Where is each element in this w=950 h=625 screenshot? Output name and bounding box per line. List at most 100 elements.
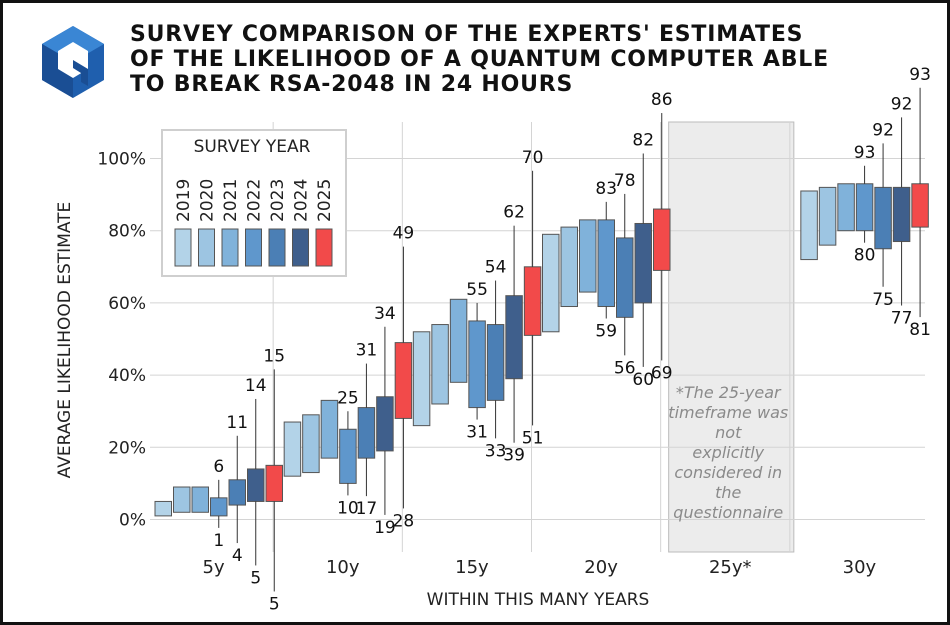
data-label-bottom: 77 xyxy=(891,309,913,329)
data-label-bottom: 39 xyxy=(503,446,525,466)
legend-entry-label: 2022 xyxy=(245,179,265,222)
data-label-top: 83 xyxy=(595,179,617,199)
no-data-region xyxy=(668,121,795,553)
bar-2019-20y xyxy=(542,233,560,333)
bar-2022-15y xyxy=(468,320,486,409)
data-label-top: 31 xyxy=(356,341,378,361)
legend-entry-label: 2021 xyxy=(221,179,241,222)
annotation-line: explicitly xyxy=(692,443,764,462)
bar-2020-10y xyxy=(302,414,320,474)
chart-title: SURVEY COMPARISON OF THE EXPERTS' ESTIMA… xyxy=(130,22,890,97)
data-label-bottom: 28 xyxy=(393,511,415,531)
legend-entry-label: 2019 xyxy=(174,179,194,222)
data-label-top: 14 xyxy=(245,376,267,396)
data-label-top: 49 xyxy=(393,224,415,244)
y-tick-label: 60% xyxy=(108,294,146,314)
data-label-top: 93 xyxy=(854,143,876,163)
bar-2021-20y xyxy=(579,219,597,293)
x-tick-label: 5y xyxy=(203,557,225,578)
bar-2024-5y xyxy=(247,468,265,502)
annotation-line: timeframe was xyxy=(668,403,788,422)
data-label-top: 92 xyxy=(891,94,913,114)
x-tick-label: 25y* xyxy=(709,557,752,578)
y-tick-label: 80% xyxy=(108,222,146,242)
bar-2019-30y xyxy=(800,190,818,261)
bar-2024-20y xyxy=(634,222,652,304)
bar-2019-5y xyxy=(154,500,172,517)
y-axis-label: AVERAGE LIKELIHOOD ESTIMATE xyxy=(55,202,75,479)
y-tick-label: 40% xyxy=(108,366,146,386)
data-label-top: 82 xyxy=(632,130,654,150)
quantum-cube-logo-icon xyxy=(42,26,104,98)
data-label-bottom: 59 xyxy=(595,322,617,342)
annotation-line: not xyxy=(715,423,742,442)
title-line-2: OF THE LIKELIHOOD OF A QUANTUM COMPUTER … xyxy=(130,47,829,72)
title-line-1: SURVEY COMPARISON OF THE EXPERTS' ESTIMA… xyxy=(130,22,804,47)
bar-2020-15y xyxy=(431,324,449,405)
legend-title: SURVEY YEAR xyxy=(194,137,311,157)
data-label-top: 55 xyxy=(466,280,488,300)
data-label-bottom: 1 xyxy=(213,531,224,551)
bar-2022-10y xyxy=(339,428,357,484)
data-label-top: 15 xyxy=(263,346,285,366)
y-tick-label: 0% xyxy=(119,511,146,531)
bar-2021-10y xyxy=(320,399,339,459)
bar-2025-15y xyxy=(523,266,542,336)
data-label-top: 34 xyxy=(374,304,396,324)
data-label-top: 54 xyxy=(485,258,507,278)
legend-swatch xyxy=(198,228,215,267)
legend-entry-label: 2023 xyxy=(268,179,288,222)
bar-2025-20y xyxy=(653,208,671,271)
bar-2024-15y xyxy=(505,295,523,380)
bar-2025-10y xyxy=(394,342,413,419)
data-label-bottom: 81 xyxy=(909,320,931,340)
legend-swatch xyxy=(174,228,192,267)
data-label-top: 6 xyxy=(213,457,224,477)
data-label-bottom: 51 xyxy=(522,428,544,448)
data-label-bottom: 31 xyxy=(466,423,488,443)
bar-2025-30y xyxy=(911,183,929,228)
bar-2023-5y xyxy=(228,479,246,506)
bar-2020-5y xyxy=(173,486,191,513)
x-tick-label: 15y xyxy=(455,557,489,578)
bar-2020-30y xyxy=(818,186,837,246)
data-label-bottom: 80 xyxy=(854,246,876,266)
legend-entry-label: 2025 xyxy=(315,179,335,222)
bar-2023-15y xyxy=(486,324,505,401)
annotation-line: *The 25-year xyxy=(676,383,782,402)
bar-2025-5y xyxy=(265,464,283,502)
data-label-bottom: 56 xyxy=(614,358,636,378)
annotation-line: considered in xyxy=(674,463,782,482)
title-line-3: TO BREAK RSA-2048 IN 24 HOURS xyxy=(130,72,574,97)
bar-2019-15y xyxy=(412,331,431,427)
bar-2022-5y xyxy=(210,497,228,517)
legend-swatch xyxy=(292,228,309,267)
y-tick-label: 100% xyxy=(97,150,146,170)
data-label-bottom: 5 xyxy=(250,568,261,588)
bar-2023-10y xyxy=(357,407,376,459)
bar-2022-20y xyxy=(597,219,615,308)
x-tick-label: 10y xyxy=(326,557,360,578)
annotation-line: questionnaire xyxy=(673,503,783,522)
legend: SURVEY YEAR 2019 2020 2021 2022 2023 2024 2025 xyxy=(161,129,347,277)
bar-2021-15y xyxy=(449,298,468,383)
data-label-top: 78 xyxy=(614,171,636,191)
data-label-bottom: 5 xyxy=(269,594,280,614)
data-label-top: 86 xyxy=(651,90,673,110)
bar-2024-30y xyxy=(892,186,911,243)
data-label-top: 70 xyxy=(522,148,544,168)
data-label-bottom: 69 xyxy=(651,363,673,383)
data-label-bottom: 75 xyxy=(872,290,894,310)
data-label-bottom: 60 xyxy=(632,370,654,390)
legend-swatch xyxy=(268,228,286,267)
bar-2020-20y xyxy=(560,226,578,308)
data-label-top: 92 xyxy=(872,120,894,140)
x-tick-label: 20y xyxy=(584,557,618,578)
data-label-bottom: 17 xyxy=(356,499,378,519)
data-label-bottom: 33 xyxy=(485,441,507,461)
bar-2022-30y xyxy=(855,183,874,232)
y-tick-label: 20% xyxy=(108,438,146,458)
data-label-top: 11 xyxy=(226,413,248,433)
bar-2021-30y xyxy=(837,183,855,232)
